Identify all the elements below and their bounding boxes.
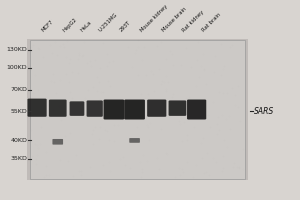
Text: 40KD: 40KD: [11, 138, 27, 143]
FancyBboxPatch shape: [169, 100, 186, 116]
Text: HeLa: HeLa: [79, 20, 92, 33]
FancyBboxPatch shape: [28, 99, 47, 117]
FancyBboxPatch shape: [87, 100, 103, 117]
FancyBboxPatch shape: [129, 138, 140, 143]
Text: HepG2: HepG2: [61, 17, 78, 33]
FancyBboxPatch shape: [30, 40, 245, 179]
Text: 70KD: 70KD: [11, 87, 27, 92]
Text: 100KD: 100KD: [7, 65, 27, 70]
Text: Rat kidney: Rat kidney: [181, 10, 205, 33]
FancyBboxPatch shape: [187, 100, 206, 120]
Text: MCF7: MCF7: [41, 19, 55, 33]
FancyBboxPatch shape: [147, 100, 167, 117]
FancyBboxPatch shape: [27, 39, 248, 180]
Text: 55KD: 55KD: [11, 109, 27, 114]
Text: 35KD: 35KD: [11, 156, 27, 161]
Text: SARS: SARS: [254, 107, 274, 116]
FancyBboxPatch shape: [70, 101, 84, 116]
FancyBboxPatch shape: [124, 100, 145, 120]
Text: 293T: 293T: [119, 20, 132, 33]
Text: Rat brain: Rat brain: [201, 12, 222, 33]
FancyBboxPatch shape: [52, 139, 63, 145]
Text: 130KD: 130KD: [7, 47, 27, 52]
Text: Mouse brain: Mouse brain: [161, 7, 188, 33]
Text: Mouse kidney: Mouse kidney: [140, 4, 169, 33]
FancyBboxPatch shape: [49, 100, 67, 117]
Text: U-251MG: U-251MG: [98, 12, 119, 33]
FancyBboxPatch shape: [103, 100, 124, 120]
